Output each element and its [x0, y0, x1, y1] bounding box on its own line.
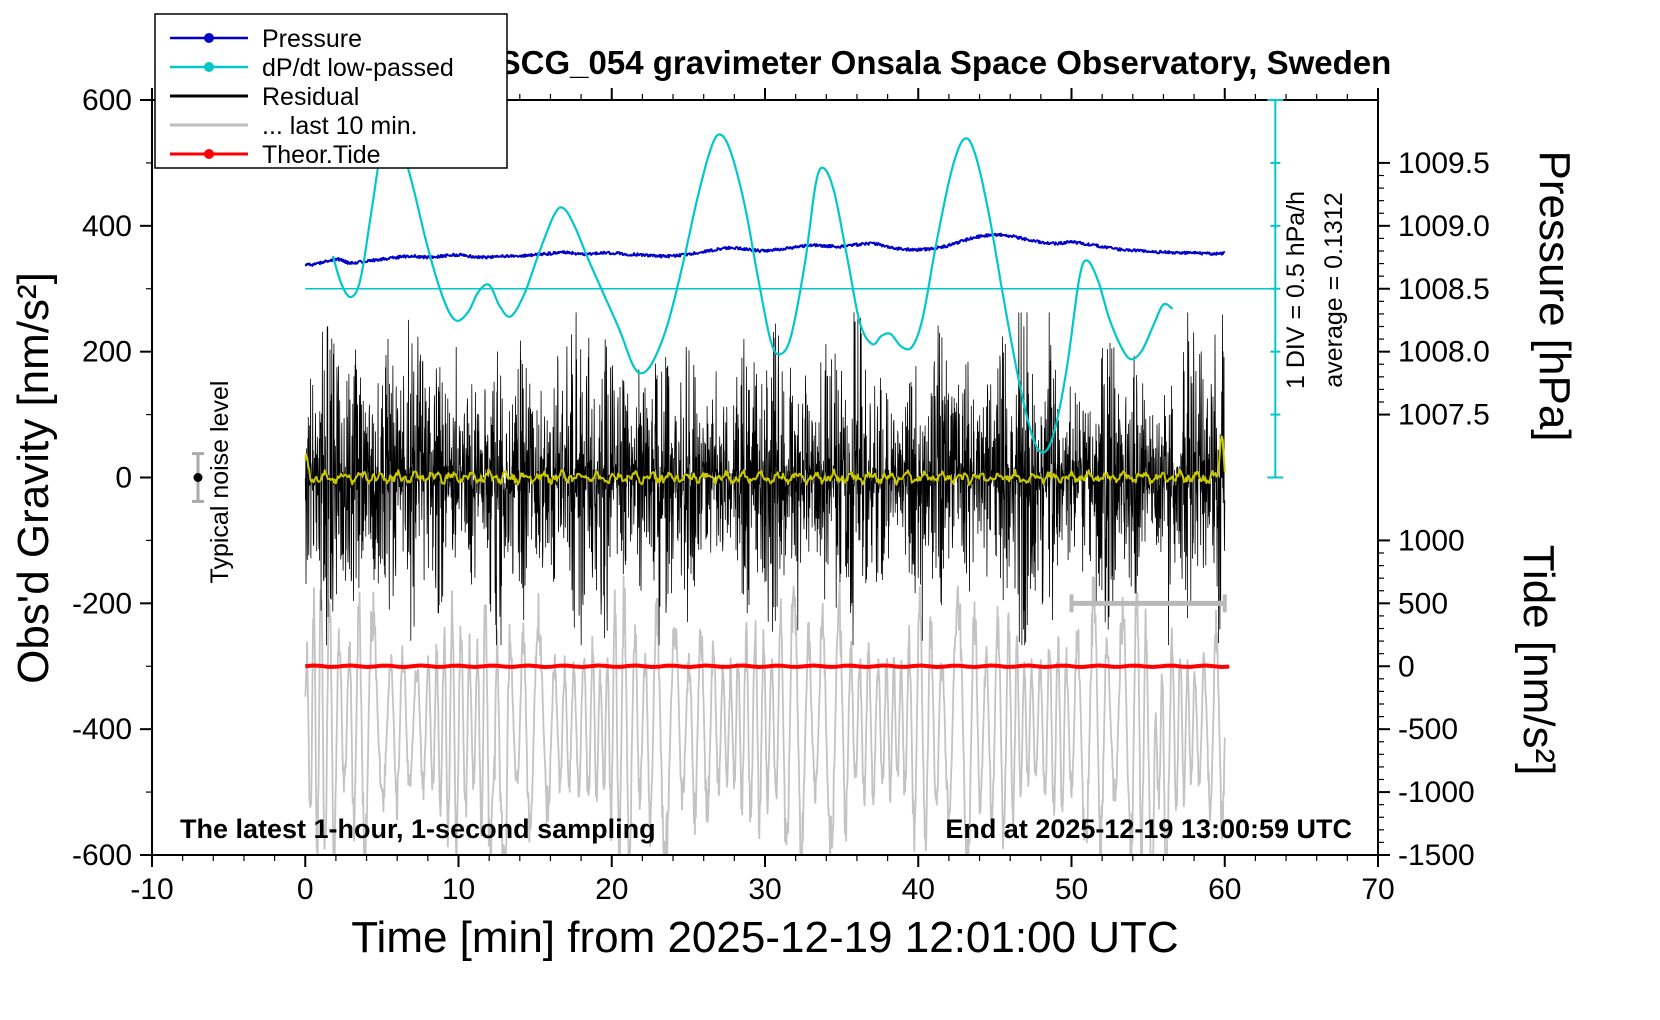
sampling-label: The latest 1-hour, 1-second sampling — [180, 814, 656, 844]
series-layer — [304, 122, 1230, 855]
legend-label-tide: Theor.Tide — [262, 141, 381, 169]
legend-label-pressure: Pressure — [262, 25, 362, 53]
tick-label: 0 — [1398, 650, 1415, 683]
tick-label: 40 — [902, 873, 935, 906]
tick-label: 20 — [595, 873, 628, 906]
tick-label: 1008.0 — [1398, 336, 1490, 369]
residual-lowpass-curve — [304, 435, 1226, 487]
residual-curve — [304, 312, 1226, 646]
legend-samples — [170, 33, 248, 159]
noise-marker-dot — [193, 473, 203, 482]
tick-label: 0 — [297, 873, 314, 906]
tick-label: 200 — [82, 336, 132, 369]
div-label: 1 DIV = 0.5 hPa/h — [1282, 191, 1310, 389]
legend-sample-dot — [204, 33, 214, 43]
tick-label: -10 — [130, 873, 173, 906]
legend-label-dpdt: dP/dt low-passed — [262, 54, 454, 82]
theor-tide-curve — [305, 663, 1230, 669]
legend-label-last10: ... last 10 min. — [262, 112, 418, 140]
tick-label: 1008.5 — [1398, 273, 1490, 306]
dpdt-curve — [331, 122, 1174, 454]
tick-label: 400 — [82, 210, 132, 243]
tick-label: 70 — [1361, 873, 1394, 906]
pressure-axis-title: Pressure [hPa] — [1530, 150, 1579, 441]
legend-label-residual: Residual — [262, 83, 359, 111]
legend-sample-dot — [204, 62, 214, 72]
legend-sample-dot — [204, 149, 214, 159]
tick-label: 10 — [442, 873, 475, 906]
tick-label: -400 — [72, 713, 132, 746]
axes-layer: -10 0 10 20 30 40 50 60 70 -600 -400 -200 0 200 400 600… — [72, 84, 1490, 906]
tick-label: 600 — [82, 84, 132, 117]
tick-label: -500 — [1398, 713, 1458, 746]
overlay-layer — [191, 99, 1284, 613]
tick-label: 1007.5 — [1398, 399, 1490, 432]
tick-label: 500 — [1398, 587, 1448, 620]
tick-label: -200 — [72, 587, 132, 620]
end-time-label: End at 2025-12-19 13:00:59 UTC — [945, 814, 1352, 844]
y-left-axis-title: Obs'd Gravity [nm/s²] — [9, 272, 58, 684]
tick-label: 0 — [115, 462, 132, 495]
tick-label: 1000 — [1398, 524, 1465, 557]
tide-axis-title: Tide [nm/s²] — [1514, 545, 1563, 776]
tick-label: -1500 — [1398, 839, 1475, 872]
chart-title: SCG_054 gravimeter Onsala Space Observat… — [499, 44, 1392, 81]
tick-label: 50 — [1055, 873, 1088, 906]
pressure-curve — [304, 232, 1226, 267]
legend: Pressure dP/dt low-passed Residual ... l… — [154, 13, 508, 169]
x-axis-title: Time [min] from 2025-12-19 12:01:00 UTC — [351, 913, 1178, 962]
tick-label: 1009.5 — [1398, 147, 1490, 180]
tick-label: 60 — [1208, 873, 1241, 906]
tick-label: 1009.0 — [1398, 210, 1490, 243]
average-label: average = 0.1312 — [1320, 192, 1348, 387]
tick-label: 30 — [748, 873, 781, 906]
noise-level-label: Typical noise level — [206, 381, 234, 584]
tick-label: -600 — [72, 839, 132, 872]
last10min-curve — [304, 575, 1226, 855]
tick-label: -1000 — [1398, 776, 1475, 809]
